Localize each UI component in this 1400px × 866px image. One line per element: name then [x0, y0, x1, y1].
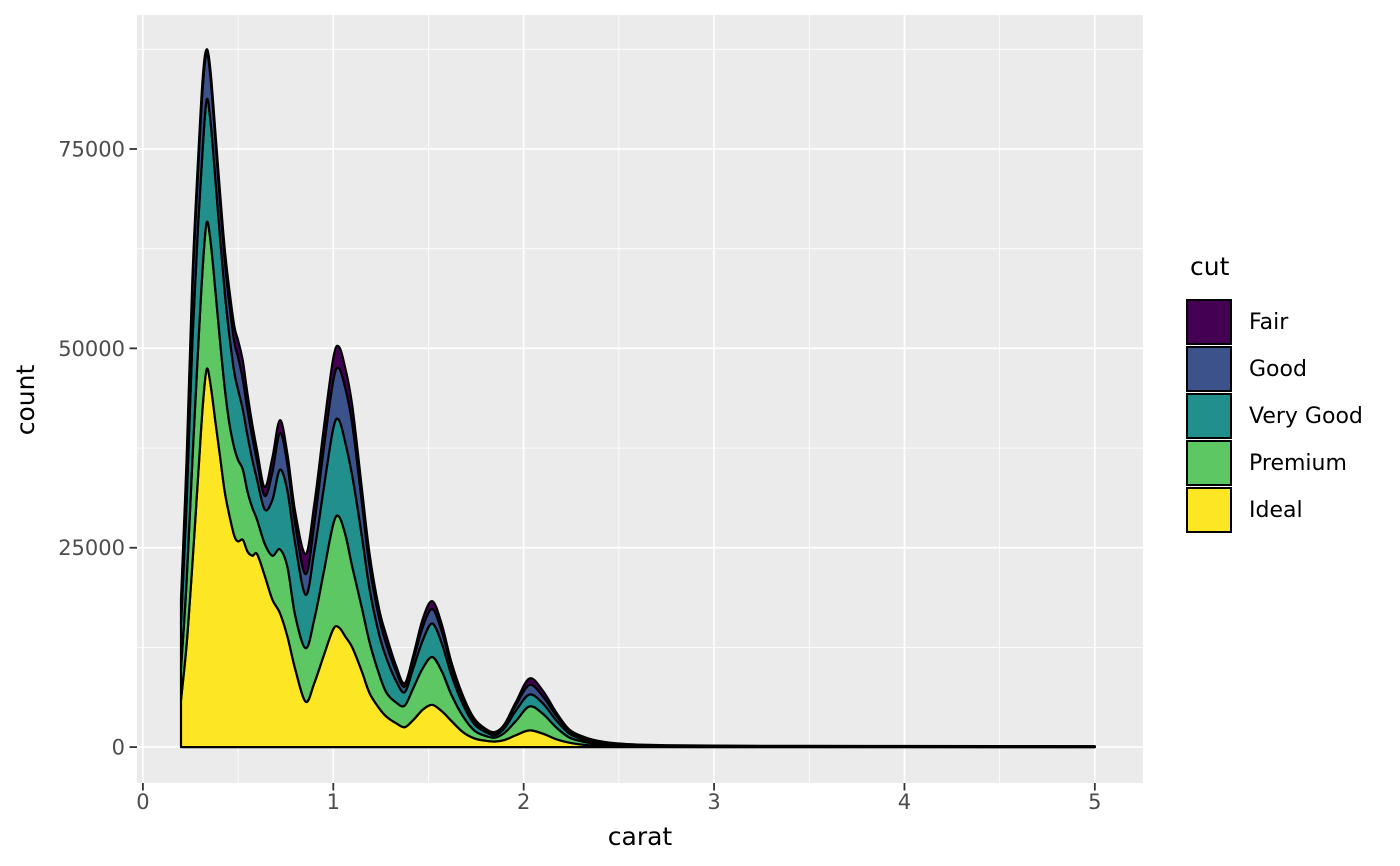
legend: cut Fair Good Very Good Premium Ideal: [1186, 252, 1363, 534]
x-tick-label: 3: [707, 790, 720, 814]
x-tick-label: 5: [1088, 790, 1101, 814]
y-tick-label: 50000: [58, 337, 125, 361]
axes: 0 1 2 3 4 5 0 25000 50000 75000: [58, 137, 1101, 814]
stacked-density-areas: [179, 48, 1096, 749]
legend-item-ideal: Ideal: [1186, 487, 1363, 533]
legend-title: cut: [1190, 252, 1230, 281]
legend-swatch-fair: [1186, 299, 1232, 345]
legend-label-good: Good: [1249, 356, 1307, 382]
legend-item-premium: Premium: [1186, 440, 1363, 486]
legend-item-good: Good: [1186, 346, 1363, 392]
legend-label-ideal: Ideal: [1249, 497, 1303, 523]
x-tick-label: 1: [327, 790, 340, 814]
y-axis-title: count: [11, 364, 40, 436]
legend-item-fair: Fair: [1186, 299, 1363, 345]
density-area-fair: [179, 48, 1096, 748]
x-tick-label: 2: [517, 790, 530, 814]
legend-swatch-ideal: [1186, 487, 1232, 533]
legend-label-premium: Premium: [1249, 450, 1347, 476]
x-tick-label: 0: [136, 790, 149, 814]
x-axis-title: carat: [607, 822, 673, 851]
legend-label-fair: Fair: [1249, 309, 1289, 335]
legend-swatch-very-good: [1186, 393, 1232, 439]
y-tick-label: 25000: [58, 536, 125, 560]
x-tick-label: 4: [898, 790, 911, 814]
gridlines-minor: [137, 15, 1143, 783]
legend-swatch-good: [1186, 346, 1232, 392]
legend-item-very-good: Very Good: [1186, 393, 1363, 439]
y-tick-label: 0: [112, 736, 125, 760]
y-tick-label: 75000: [58, 137, 125, 161]
legend-swatch-premium: [1186, 440, 1232, 486]
legend-label-very-good: Very Good: [1249, 403, 1363, 429]
